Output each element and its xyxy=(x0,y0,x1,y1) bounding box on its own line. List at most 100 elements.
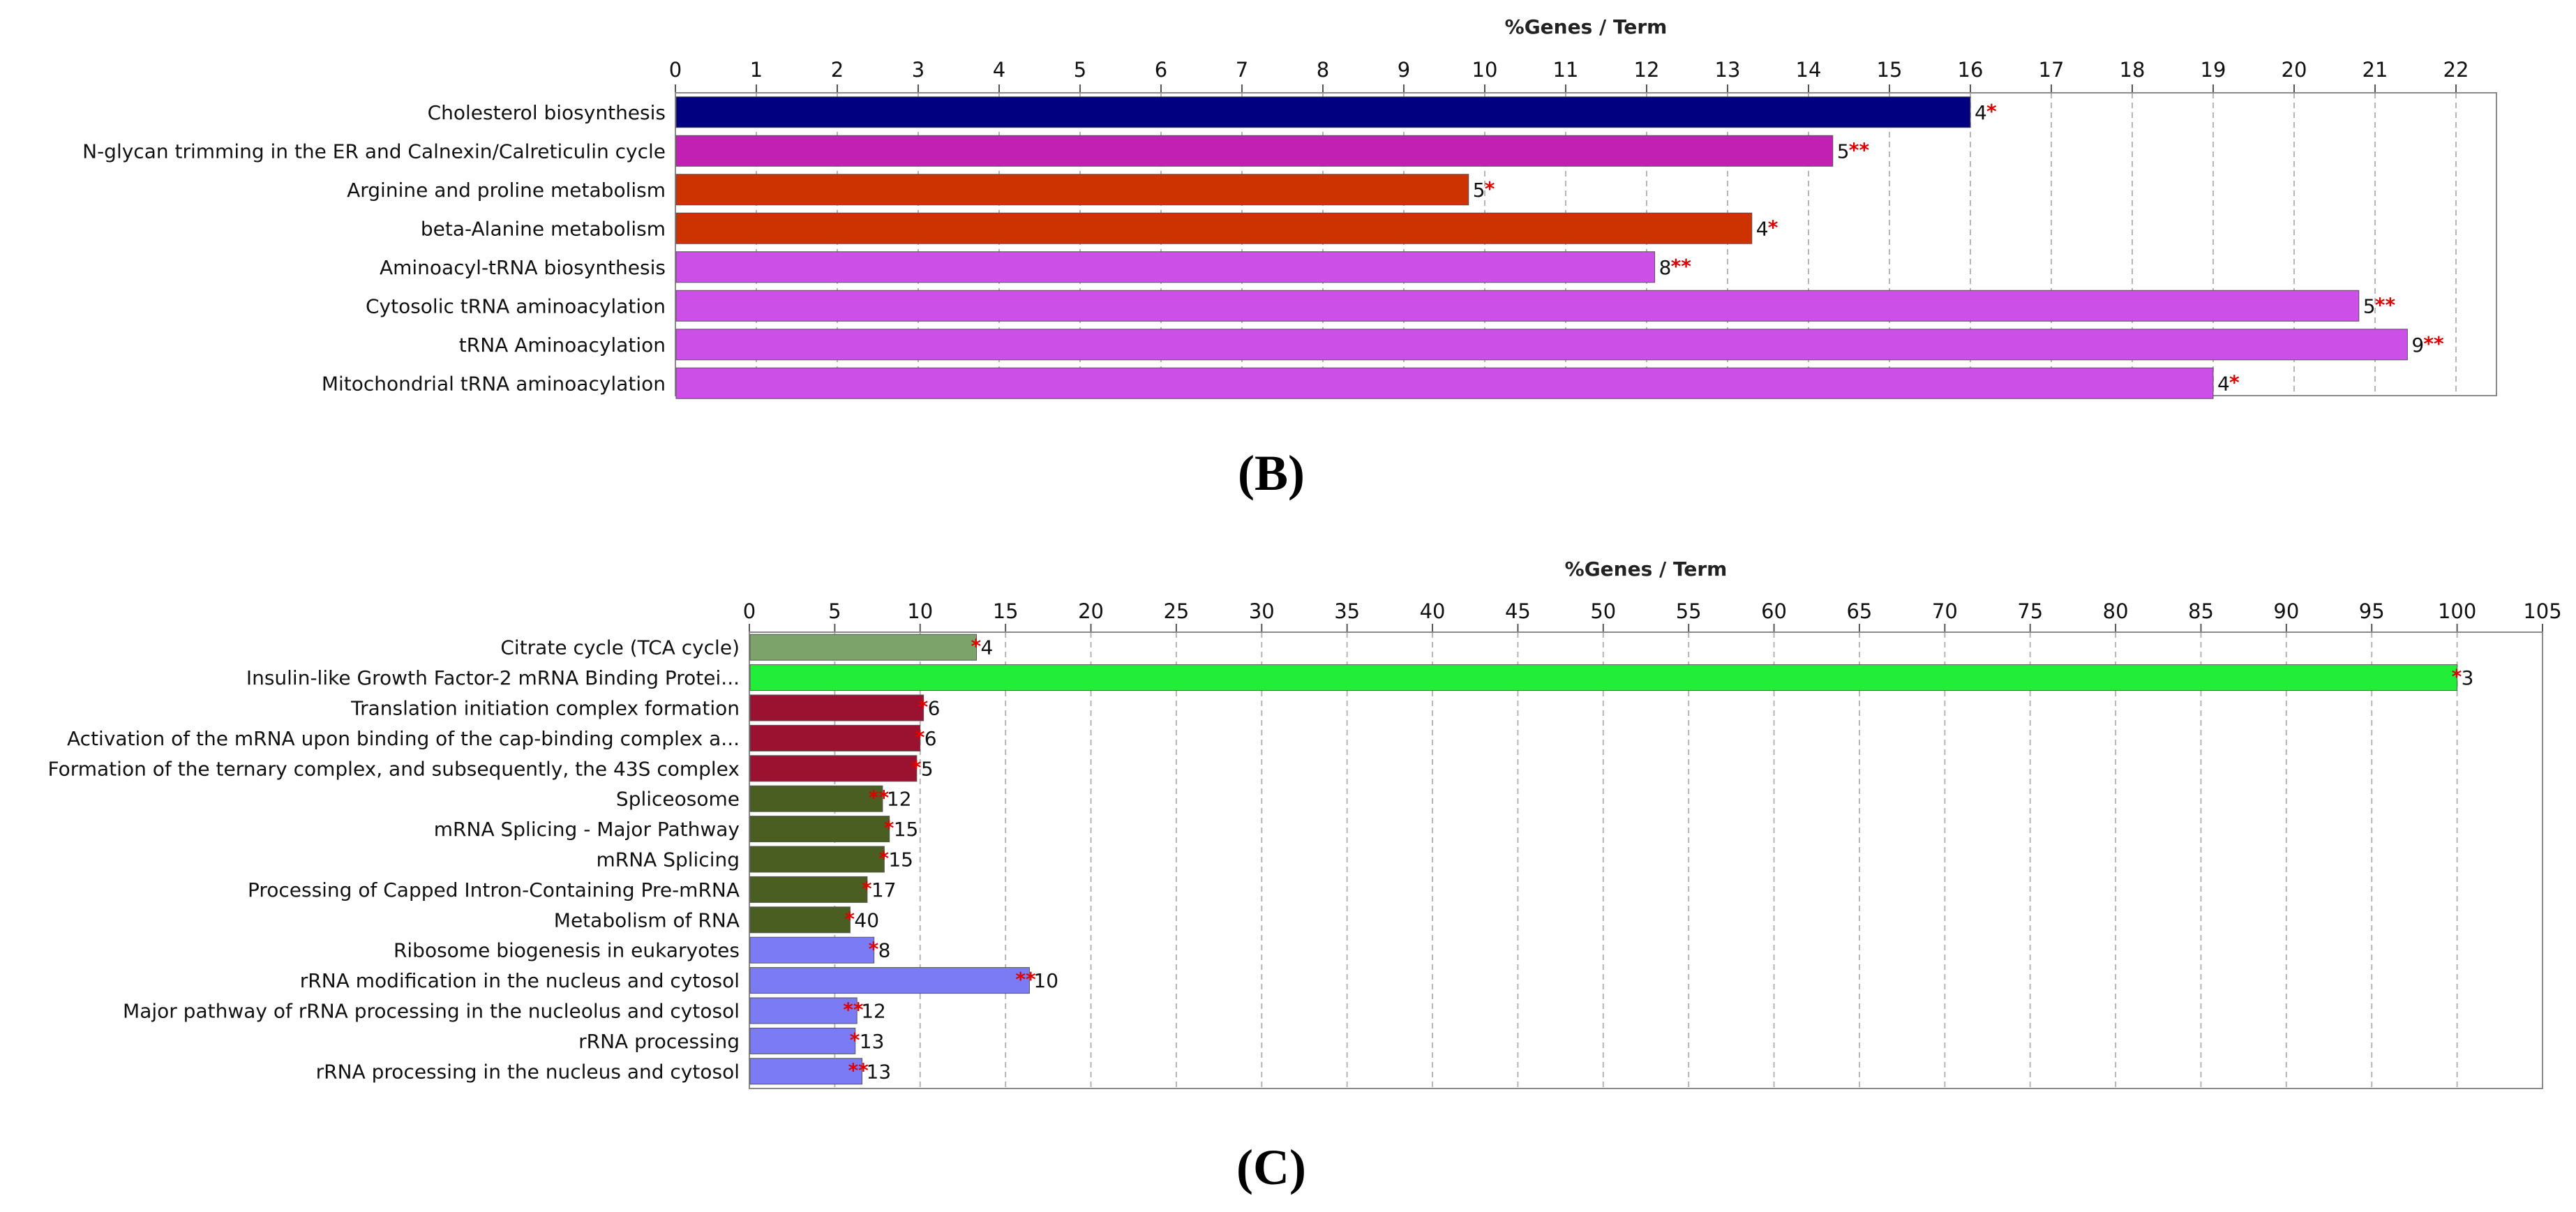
tick-label: 55 xyxy=(1676,599,1702,623)
panel-label: (C) xyxy=(1236,1139,1306,1195)
bar-category-label: Activation of the mRNA upon binding of t… xyxy=(67,727,740,750)
tick-label: 2 xyxy=(831,58,844,82)
bar-category-label: beta-Alanine metabolism xyxy=(421,217,666,240)
axis-title: %Genes / Term xyxy=(1505,15,1668,38)
significance-stars: ** xyxy=(2375,293,2396,316)
bar-count-label: 12 xyxy=(861,1000,886,1023)
tick-label: 35 xyxy=(1334,599,1360,623)
bar-count-label: 5 xyxy=(921,757,934,780)
bar xyxy=(675,367,2214,399)
bar-category-label: Cholesterol biosynthesis xyxy=(428,101,666,124)
tick-label: 17 xyxy=(2039,58,2065,82)
bar-category-label: Major pathway of rRNA processing in the … xyxy=(123,1000,740,1023)
panel-label: (B) xyxy=(1238,445,1305,501)
tick-label: 6 xyxy=(1155,58,1167,82)
bar-count-label: 40 xyxy=(854,908,879,932)
bar xyxy=(749,1027,856,1054)
significance-stars: * xyxy=(971,635,982,658)
significance-stars: * xyxy=(911,756,922,779)
bar-category-label: Cytosolic tRNA aminoacylation xyxy=(366,294,666,317)
bar-count-label: 3 xyxy=(2462,666,2474,689)
tick-label: 40 xyxy=(1420,599,1446,623)
bar-category-label: tRNA Aminoacylation xyxy=(459,334,666,357)
bar-category-label: Translation initiation complex formation xyxy=(350,697,740,720)
tick-label: 12 xyxy=(1634,58,1660,82)
tick-label: 19 xyxy=(2201,58,2226,82)
bar xyxy=(675,251,1656,283)
bar-count-label: 8 xyxy=(878,939,891,962)
tick-label: 80 xyxy=(2103,599,2129,623)
tick-label: 20 xyxy=(1078,599,1104,623)
tick-label: 16 xyxy=(1958,58,1984,82)
tick-label: 8 xyxy=(1317,58,1329,82)
tick-label: 70 xyxy=(1932,599,1958,623)
bar xyxy=(675,290,2360,322)
bar xyxy=(749,846,885,873)
bar xyxy=(749,816,890,843)
bar xyxy=(749,997,858,1024)
bar xyxy=(749,936,875,964)
bar xyxy=(675,135,1834,167)
significance-stars: * xyxy=(884,816,894,839)
tick-label: 65 xyxy=(1846,599,1872,623)
tick-label: 22 xyxy=(2443,58,2469,82)
bar-count-label: 17 xyxy=(871,878,897,901)
tick-label: 100 xyxy=(2438,599,2476,623)
plot-frame xyxy=(749,631,2543,1089)
bar-count-label: 13 xyxy=(860,1030,885,1053)
bar-count-label: 9 xyxy=(2411,334,2424,357)
bar-category-label: Insulin-like Growth Factor-2 mRNA Bindin… xyxy=(246,666,740,689)
bar-count-label: 6 xyxy=(924,727,937,750)
significance-stars: * xyxy=(2229,371,2240,394)
tick-label: 95 xyxy=(2359,599,2385,623)
tick-label: 25 xyxy=(1163,599,1189,623)
bar xyxy=(749,1058,863,1085)
bar-category-label: Ribosome biogenesis in eukaryotes xyxy=(394,939,740,962)
tick-label: 3 xyxy=(912,58,924,82)
tick-label: 15 xyxy=(993,599,1019,623)
bar-category-label: Mitochondrial tRNA aminoacylation xyxy=(322,372,666,395)
significance-stars: * xyxy=(2452,665,2462,688)
tick-label: 75 xyxy=(2017,599,2043,623)
significance-stars: ** xyxy=(1671,255,1692,278)
significance-stars: ** xyxy=(2423,332,2444,355)
tick-label: 10 xyxy=(907,599,933,623)
tick-label: 5 xyxy=(828,599,841,623)
bar-count-label: 15 xyxy=(888,848,913,871)
significance-stars: ** xyxy=(848,1058,869,1082)
significance-stars: ** xyxy=(869,786,890,809)
tick-label: 0 xyxy=(669,58,682,82)
tick-label: 13 xyxy=(1715,58,1741,82)
tick-label: 30 xyxy=(1249,599,1275,623)
bar xyxy=(749,694,924,721)
tick-label: 18 xyxy=(2120,58,2146,82)
tick-label: 10 xyxy=(1472,58,1498,82)
significance-stars: * xyxy=(862,877,872,900)
bar-count-label: 4 xyxy=(2217,372,2230,395)
tick-label: 90 xyxy=(2273,599,2299,623)
bar xyxy=(749,967,1030,994)
bar-count-label: 4 xyxy=(981,636,994,659)
bar xyxy=(749,785,883,812)
tick-label: 9 xyxy=(1398,58,1410,82)
bar xyxy=(749,724,921,751)
significance-stars: * xyxy=(878,847,889,870)
significance-stars: * xyxy=(918,696,929,719)
tick-label: 45 xyxy=(1505,599,1531,623)
bar-category-label: Arginine and proline metabolism xyxy=(347,179,666,202)
bar xyxy=(749,876,868,903)
tick-label: 14 xyxy=(1796,58,1822,82)
tick-label: 11 xyxy=(1553,58,1579,82)
significance-stars: ** xyxy=(1849,138,1870,161)
tick-label: 1 xyxy=(750,58,763,82)
significance-stars: * xyxy=(915,726,925,749)
bar-category-label: Processing of Capped Intron-Containing P… xyxy=(248,878,740,901)
bar-category-label: Formation of the ternary complex, and su… xyxy=(48,757,740,780)
significance-stars: ** xyxy=(843,998,864,1022)
bar xyxy=(675,174,1469,206)
tick-label: 15 xyxy=(1877,58,1903,82)
significance-stars: * xyxy=(1768,216,1779,239)
bar-category-label: mRNA Splicing xyxy=(596,848,740,871)
